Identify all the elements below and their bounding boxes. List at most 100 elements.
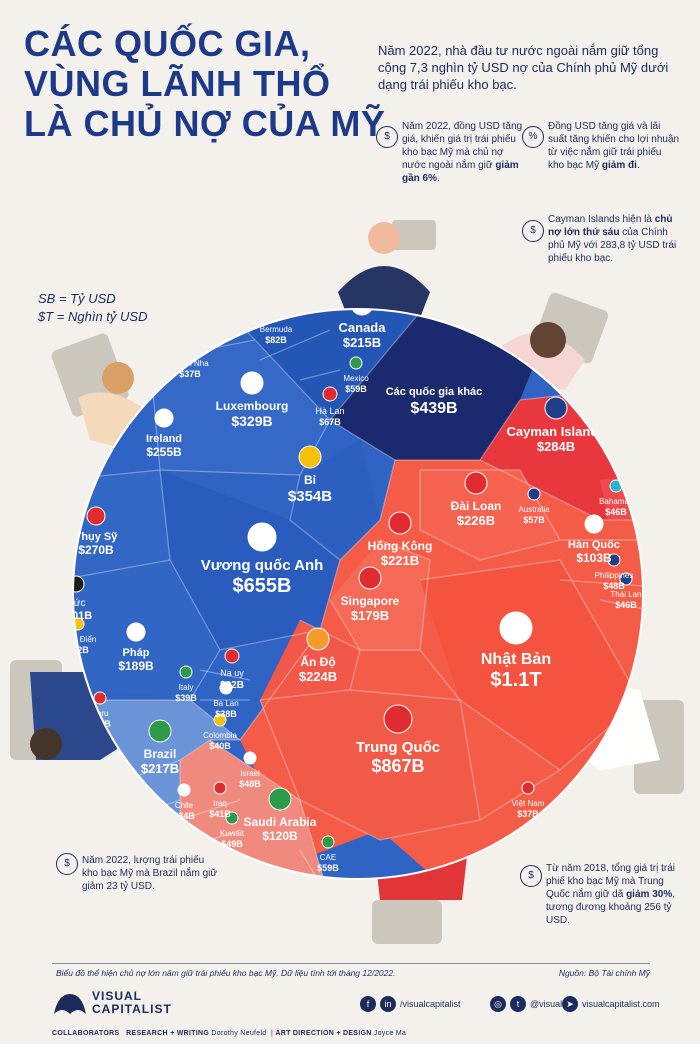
flag-icon bbox=[73, 575, 85, 593]
country-label: Iraq bbox=[213, 799, 227, 808]
country-label: Cayman Islands bbox=[507, 424, 606, 439]
social-handle: /visualcapitalist bbox=[400, 999, 461, 1009]
country-value: $42B bbox=[67, 645, 89, 655]
flag-icon bbox=[86, 506, 106, 526]
collab-label: COLLABORATORS bbox=[52, 1030, 120, 1037]
country-label: Đức bbox=[67, 598, 86, 609]
chair-bottom bbox=[372, 900, 442, 944]
percent-icon: % bbox=[522, 126, 544, 148]
flag-icon bbox=[224, 648, 240, 664]
flag-icon bbox=[154, 408, 174, 428]
footer-source: Nguồn: Bộ Tài chính Mỹ bbox=[558, 968, 650, 978]
instagram-icon: ◎ bbox=[490, 996, 506, 1012]
facebook-icon: f bbox=[360, 996, 376, 1012]
flag-icon bbox=[126, 622, 146, 642]
flag-icon bbox=[247, 522, 277, 552]
country-label: Ấn Độ bbox=[300, 654, 335, 669]
country-label: Ba Lan bbox=[213, 699, 238, 708]
country-label: Canada bbox=[339, 320, 387, 335]
country-value: $215B bbox=[343, 335, 381, 350]
country-value: $354B bbox=[288, 488, 332, 505]
country-label: Thụy Sỹ bbox=[75, 531, 119, 543]
flag-icon bbox=[298, 445, 322, 469]
note-china: Từ năm 2018, tổng giá trị trái phiế kho … bbox=[546, 863, 675, 926]
linkedin-icon: in bbox=[380, 996, 396, 1012]
country-label: Kuwait bbox=[220, 829, 245, 838]
country-value: $82B bbox=[265, 335, 287, 345]
country-value: $439B bbox=[410, 400, 457, 417]
collaborators: COLLABORATORS RESEARCH + WRITING Dorothy… bbox=[52, 1030, 407, 1037]
collab-research-name: Dorothy Neufeld bbox=[211, 1030, 267, 1037]
flag-icon bbox=[269, 309, 283, 321]
country-value: $67B bbox=[319, 417, 341, 427]
country-value: $329B bbox=[231, 413, 272, 429]
country-label: Ireland bbox=[146, 433, 182, 445]
flag-icon bbox=[268, 787, 292, 811]
flag-icon bbox=[527, 487, 541, 501]
website-link: visualcapitalist.com bbox=[582, 999, 660, 1009]
flag-icon bbox=[179, 665, 193, 679]
country-label: Philippines bbox=[595, 571, 634, 580]
country-value: $221B bbox=[381, 553, 419, 568]
social-twitter[interactable]: ◎ t @visualcap bbox=[490, 996, 577, 1012]
country-value: $1.1T bbox=[490, 669, 541, 691]
title-line: LÀ CHỦ NỢ CỦA MỸ bbox=[24, 103, 386, 144]
flag-icon bbox=[607, 553, 621, 567]
bill-icon: $ bbox=[520, 865, 542, 887]
country-label: Bermuda bbox=[260, 325, 293, 334]
collab-research-label: RESEARCH + WRITING bbox=[126, 1030, 210, 1037]
country-label: Brazil bbox=[144, 747, 177, 761]
person-top-head bbox=[368, 222, 400, 254]
flag-icon bbox=[358, 566, 382, 590]
person-top bbox=[338, 266, 430, 318]
flag-icon bbox=[321, 835, 335, 849]
unit-legend: SB = Tỷ USD $T = Nghìn tỷ USD bbox=[38, 290, 147, 326]
footer-note: Biểu đồ thể hiện chủ nợ lớn năm giữ trái… bbox=[56, 968, 396, 978]
person-left-bottom-head bbox=[30, 728, 62, 760]
money-icon: $ bbox=[376, 126, 398, 148]
country-value: $217B bbox=[141, 761, 179, 776]
cell-uk bbox=[160, 470, 340, 650]
country-label: Bỉ bbox=[304, 473, 317, 487]
footer-divider bbox=[52, 963, 650, 964]
cell-cayman bbox=[480, 380, 643, 520]
country-label: Hồng Kông bbox=[368, 539, 433, 553]
flag-icon bbox=[213, 781, 227, 795]
country-value: $59B bbox=[345, 384, 367, 394]
social-facebook[interactable]: f in /visualcapitalist bbox=[360, 996, 461, 1012]
country-value: $655B bbox=[233, 575, 292, 597]
country-label: Mexico bbox=[343, 374, 369, 383]
country-value: $255B bbox=[146, 445, 182, 459]
country-value: $48B bbox=[239, 779, 261, 789]
flag-icon bbox=[183, 341, 197, 355]
country-value: $57B bbox=[523, 515, 545, 525]
cell-canada bbox=[200, 309, 430, 420]
country-value: $40B bbox=[209, 741, 231, 751]
country-value: $92B bbox=[220, 680, 244, 691]
person-right-head bbox=[530, 322, 566, 358]
country-label: Italy bbox=[179, 683, 194, 692]
legend-billion: SB = Tỷ USD bbox=[38, 291, 116, 306]
brand-line: VISUAL bbox=[92, 989, 143, 1003]
social-website[interactable]: ➤ visualcapitalist.com bbox=[562, 996, 660, 1012]
country-value: $49B bbox=[221, 839, 243, 849]
country-label: Hàn Quốc bbox=[568, 539, 620, 551]
cell-belgium bbox=[290, 440, 380, 560]
flag-icon bbox=[148, 719, 172, 743]
cell-china bbox=[260, 690, 480, 840]
collab-art-name: Joyce Ma bbox=[373, 1030, 407, 1037]
flag-icon bbox=[225, 811, 239, 825]
social-handle: @visualcap bbox=[530, 999, 577, 1009]
country-label: Việt Nam bbox=[512, 799, 545, 808]
country-label: Pháp bbox=[123, 647, 150, 659]
flag-icon bbox=[544, 396, 568, 420]
flag-icon bbox=[177, 783, 191, 797]
title-line: VÙNG LÃNH THỔ bbox=[24, 63, 331, 104]
coins-icon: $ bbox=[522, 220, 544, 242]
chair-top bbox=[392, 220, 436, 250]
country-value: $284B bbox=[537, 439, 575, 454]
country-value: $867B bbox=[371, 756, 424, 776]
country-value: $34B bbox=[173, 811, 195, 821]
country-label: Singapore bbox=[341, 594, 400, 608]
